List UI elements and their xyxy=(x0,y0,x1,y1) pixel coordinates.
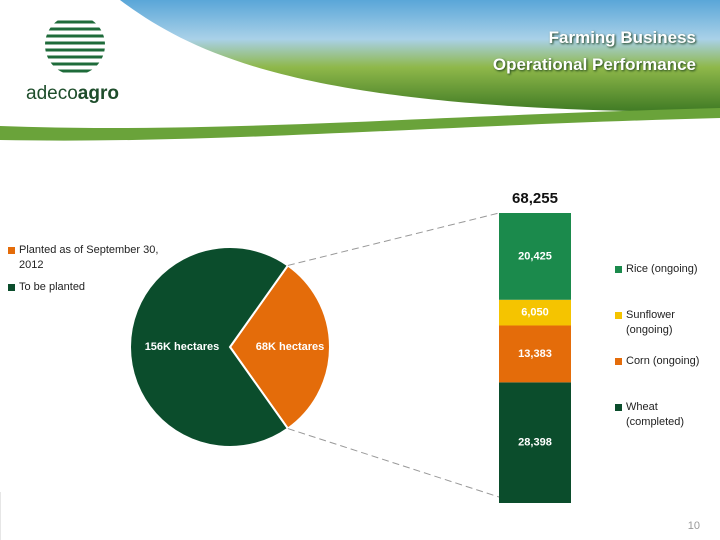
pie-slice xyxy=(129,246,290,448)
legend-item: Wheat (completed) xyxy=(615,400,705,430)
legend-swatch xyxy=(615,404,622,411)
page-number: 10 xyxy=(688,520,700,532)
legend-swatch xyxy=(615,312,622,319)
legend-label: Corn (ongoing) xyxy=(626,355,700,367)
connector xyxy=(287,428,500,498)
legend-swatch xyxy=(615,266,622,273)
legend-item: Corn (ongoing) xyxy=(615,354,705,369)
logo-mark xyxy=(45,15,105,75)
legend-swatch xyxy=(615,358,622,365)
slide-title: Operational Performance xyxy=(492,55,696,74)
legend-label: To be planted xyxy=(19,281,86,293)
bar-total: 68,255 xyxy=(512,190,558,207)
slide-title: Farming Business xyxy=(548,28,696,47)
bar-label: 13,383 xyxy=(518,348,552,360)
legend-label: Planted as of September 30, 2012 xyxy=(19,244,159,271)
legend-swatch xyxy=(8,247,15,254)
legend-label: Rice (ongoing) xyxy=(626,263,698,275)
bar-segment xyxy=(499,213,571,300)
legend-item: Rice (ongoing) xyxy=(615,262,705,277)
legend-item: To be planted xyxy=(8,280,178,295)
logo-text: adecoagro xyxy=(26,83,119,104)
bar-label: 28,398 xyxy=(518,437,552,449)
legend-swatch xyxy=(8,284,15,291)
bar-segment xyxy=(499,299,571,326)
legend-item: Sunflower (ongoing) xyxy=(615,308,705,338)
slice-label: 68K hectares xyxy=(256,341,325,353)
legend-label: Wheat (completed) xyxy=(626,401,685,428)
bar-label: 20,425 xyxy=(518,250,552,262)
header-image xyxy=(120,0,720,112)
legend-item: Planted as of September 30, 2012 xyxy=(8,243,178,273)
bar-label: 6,050 xyxy=(521,307,549,319)
header-swoosh xyxy=(0,108,720,141)
bar-segment xyxy=(499,382,571,503)
legend-label: Sunflower (ongoing) xyxy=(626,309,675,336)
connector xyxy=(287,212,500,266)
slice-label: 156K hectares xyxy=(145,341,220,353)
pie-slice xyxy=(228,264,331,430)
bar-segment xyxy=(499,325,571,383)
